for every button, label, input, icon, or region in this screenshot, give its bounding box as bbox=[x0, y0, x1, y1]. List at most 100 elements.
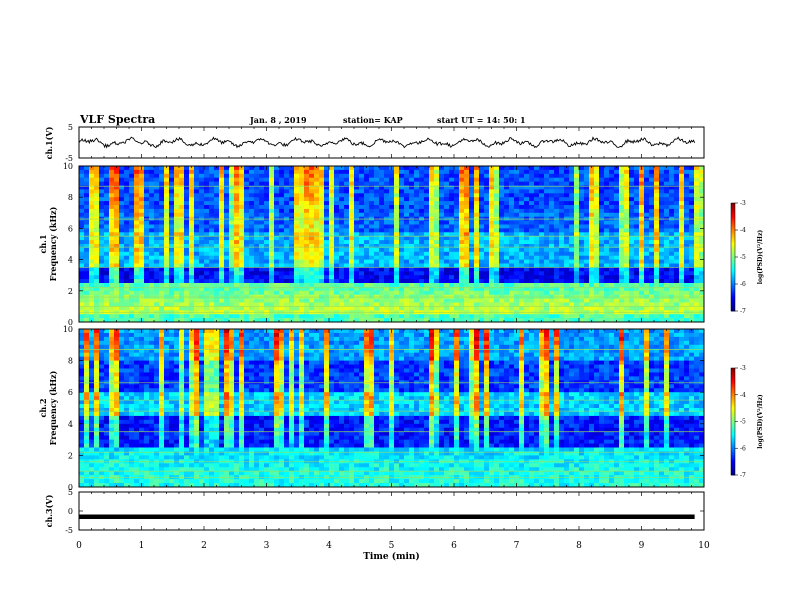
spectrogram-cell bbox=[624, 201, 630, 206]
spectrogram-cell bbox=[329, 228, 335, 233]
spectrogram-cell bbox=[424, 224, 430, 229]
spectrogram-cell bbox=[659, 169, 665, 175]
spectrogram-cell bbox=[314, 208, 320, 214]
spectrogram-cell bbox=[349, 290, 355, 296]
spectrogram-cell bbox=[689, 212, 695, 218]
spectrogram-cell bbox=[454, 185, 460, 190]
spectrogram-cell bbox=[154, 275, 160, 280]
spectrogram-cell bbox=[604, 181, 610, 186]
spectrogram-cell bbox=[439, 302, 445, 307]
spectrogram-cell bbox=[539, 232, 545, 237]
spectrogram-cell bbox=[654, 247, 660, 253]
spectrogram-cell bbox=[304, 166, 310, 171]
spectrogram-cell bbox=[609, 306, 615, 311]
spectrogram-cell bbox=[259, 279, 265, 284]
spectrogram-cell bbox=[599, 271, 605, 276]
spectrogram-cell bbox=[439, 212, 445, 218]
spectrogram-cell bbox=[159, 255, 165, 260]
spectrogram-cell bbox=[404, 224, 410, 229]
spectrogram-cell bbox=[444, 286, 450, 292]
spectrogram-cell bbox=[374, 298, 380, 303]
spectrogram-cell bbox=[569, 197, 575, 202]
spectrogram-cell bbox=[124, 314, 130, 319]
spectrogram-cell bbox=[439, 181, 445, 186]
spectrogram-cell bbox=[564, 189, 570, 194]
spectrogram-cell bbox=[624, 236, 630, 241]
spectrogram-cell bbox=[99, 271, 105, 276]
spectrogram-cell bbox=[574, 169, 580, 175]
spectrogram-cell bbox=[544, 263, 550, 268]
spectrogram-cell bbox=[634, 201, 640, 206]
spectrogram-cell bbox=[209, 286, 215, 292]
station-label: station= KAP bbox=[343, 115, 403, 125]
spectrogram-cell bbox=[439, 286, 445, 292]
spectrogram-cell bbox=[474, 298, 480, 303]
spectrogram-cell bbox=[384, 314, 390, 319]
spectrogram-cell bbox=[229, 267, 235, 272]
spectrogram-cell bbox=[639, 236, 645, 241]
spectrogram-cell bbox=[99, 212, 105, 218]
spectrogram-cell bbox=[584, 302, 590, 307]
spectrogram-cell bbox=[414, 259, 420, 264]
spectrogram-cell bbox=[264, 290, 270, 296]
spectrogram-cell bbox=[364, 286, 370, 292]
spectrogram-cell bbox=[224, 283, 230, 288]
spectrogram-cell bbox=[629, 201, 635, 206]
spectrogram-cell bbox=[94, 279, 100, 284]
spectrogram-cell bbox=[299, 251, 305, 257]
spectrogram-cell bbox=[674, 166, 680, 171]
spectrogram-cell bbox=[309, 177, 315, 182]
spectrogram-cell bbox=[404, 286, 410, 292]
spectrogram-cell bbox=[499, 181, 505, 186]
spectrogram-cell bbox=[159, 201, 165, 206]
spectrogram-cell bbox=[494, 232, 500, 237]
spectrogram-cell bbox=[264, 247, 270, 253]
spectrogram-cell bbox=[469, 302, 475, 307]
spectrogram-cell bbox=[644, 267, 650, 272]
spectrogram-cell bbox=[514, 314, 520, 319]
spectrogram-cell bbox=[289, 255, 295, 260]
spectrogram-cell bbox=[424, 173, 430, 179]
spectrogram-cell bbox=[469, 224, 475, 229]
spectrogram-cell bbox=[229, 286, 235, 292]
spectrogram-cell bbox=[554, 251, 560, 257]
spectrogram-cell bbox=[604, 318, 610, 323]
spectrogram-cell bbox=[159, 267, 165, 272]
spectrogram-cell bbox=[524, 251, 530, 257]
spectrogram-cell bbox=[609, 193, 615, 198]
spectrogram-cell bbox=[254, 271, 260, 276]
spectrogram-cell bbox=[409, 220, 415, 225]
spectrogram-cell bbox=[134, 259, 140, 264]
spectrogram-cell bbox=[299, 240, 305, 245]
spectrogram-cell bbox=[159, 208, 165, 214]
spectrogram-cell bbox=[104, 177, 110, 182]
spectrogram-cell bbox=[304, 232, 310, 237]
spectrogram-cell bbox=[419, 205, 425, 210]
spectrogram-cell bbox=[109, 298, 115, 303]
spectrogram-cell bbox=[94, 251, 100, 257]
spectrogram-cell bbox=[229, 181, 235, 186]
spectrogram-cell bbox=[99, 298, 105, 303]
spectrogram-cell bbox=[639, 306, 645, 311]
spectrogram-cell bbox=[354, 298, 360, 303]
spectrogram-cell bbox=[684, 201, 690, 206]
spectrogram-cell bbox=[699, 208, 705, 214]
spectrogram-cell bbox=[204, 286, 210, 292]
spectrogram-cell bbox=[399, 298, 405, 303]
spectrogram-cell bbox=[494, 236, 500, 241]
spectrogram-cell bbox=[544, 205, 550, 210]
spectrogram-cell bbox=[259, 290, 265, 296]
spectrogram-cell bbox=[119, 283, 125, 288]
spectrogram-cell bbox=[494, 259, 500, 264]
spectrogram-cell bbox=[249, 275, 255, 280]
spectrogram-cell bbox=[604, 255, 610, 260]
spectrogram-cell bbox=[609, 232, 615, 237]
spectrogram-cell bbox=[589, 251, 595, 257]
spectrogram-cell bbox=[204, 255, 210, 260]
spectrogram-cell bbox=[684, 271, 690, 276]
spectrogram-cell bbox=[344, 212, 350, 218]
spectrogram-cell bbox=[364, 193, 370, 198]
spectrogram-cell bbox=[169, 247, 175, 253]
spectrogram-cell bbox=[304, 263, 310, 268]
spectrogram-cell bbox=[559, 185, 565, 190]
